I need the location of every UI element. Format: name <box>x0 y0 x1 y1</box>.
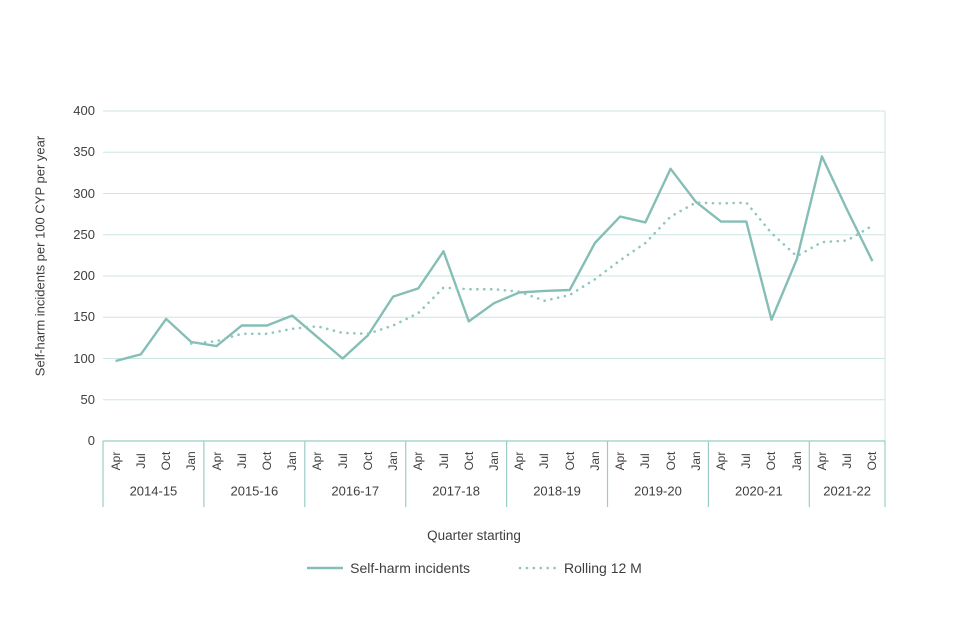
x-quarter-label: Oct <box>159 451 174 471</box>
y-tick-label: 400 <box>73 103 95 118</box>
x-quarter-label: Jan <box>688 451 703 471</box>
x-quarter-label: Jan <box>285 451 300 471</box>
x-year-label: 2015-16 <box>230 483 279 499</box>
y-tick-label: 200 <box>73 268 95 283</box>
x-quarter-label: Jul <box>840 453 855 469</box>
x-quarter-label: Oct <box>663 451 678 471</box>
x-quarter-label: Apr <box>209 451 224 471</box>
x-quarter-label: Oct <box>360 451 375 471</box>
x-quarter-label: Jul <box>133 453 148 469</box>
x-quarter-label: Jul <box>335 453 350 469</box>
legend-label-rolling-12m: Rolling 12 M <box>564 560 642 576</box>
x-quarter-label: Apr <box>613 451 628 471</box>
x-quarter-label: Jan <box>386 451 401 471</box>
x-year-label: 2017-18 <box>432 483 481 499</box>
x-quarter-label: Oct <box>865 451 880 471</box>
x-year-label: 2021-22 <box>823 483 872 499</box>
x-year-label: 2018-19 <box>533 483 581 499</box>
solid-line-swatch-icon <box>307 566 344 570</box>
y-tick-label: 100 <box>73 350 95 366</box>
x-quarter-label: Apr <box>714 451 729 471</box>
x-quarter-label: Jan <box>184 451 199 471</box>
rolling-12-m-line <box>190 201 874 345</box>
y-tick-label: 350 <box>73 144 95 160</box>
x-quarter-label: Jan <box>487 451 501 471</box>
x-quarter-label: Oct <box>259 451 274 471</box>
x-quarter-label: Oct <box>461 451 476 471</box>
y-tick-label: 0 <box>87 433 95 448</box>
x-quarter-label: Apr <box>814 451 829 471</box>
x-quarter-label: Jul <box>234 453 249 469</box>
x-year-label: 2016-17 <box>331 483 380 499</box>
x-quarter-label: Apr <box>108 451 123 471</box>
y-tick-label: 300 <box>73 185 95 201</box>
x-quarter-label: Jul <box>739 453 754 469</box>
x-quarter-label: Jan <box>789 451 804 471</box>
dotted-line-swatch-icon <box>518 566 558 570</box>
y-tick-label: 150 <box>73 309 95 325</box>
x-quarter-label: Oct <box>562 451 577 471</box>
self-harm-incidents-line <box>115 155 874 363</box>
x-year-label: 2019-20 <box>634 483 682 499</box>
legend-label-self-harm-incidents: Self-harm incidents <box>350 560 470 576</box>
legend-item-self-harm-incidents: Self-harm incidents <box>306 560 470 576</box>
x-quarter-label: Jul <box>436 453 451 469</box>
x-year-label: 2014-15 <box>129 483 178 499</box>
y-axis-title: Self-harm incidents per 100 CYP per year <box>32 135 48 377</box>
x-quarter-label: Apr <box>411 451 426 471</box>
x-quarter-label: Apr <box>310 451 325 471</box>
legend-item-rolling-12m: Rolling 12 M <box>518 560 642 576</box>
x-quarter-label: Apr <box>512 451 527 471</box>
x-quarter-label: Jul <box>537 453 552 469</box>
x-axis-title: Quarter starting <box>427 528 521 543</box>
y-tick-label: 250 <box>73 226 95 242</box>
x-quarter-label: Jul <box>638 453 653 469</box>
chart-legend: Self-harm incidents Rolling 12 M <box>0 560 948 576</box>
y-tick-label: 50 <box>80 391 95 407</box>
x-quarter-label: Oct <box>764 451 779 471</box>
x-quarter-label: Jan <box>587 451 602 471</box>
x-year-label: 2020-21 <box>735 483 783 499</box>
